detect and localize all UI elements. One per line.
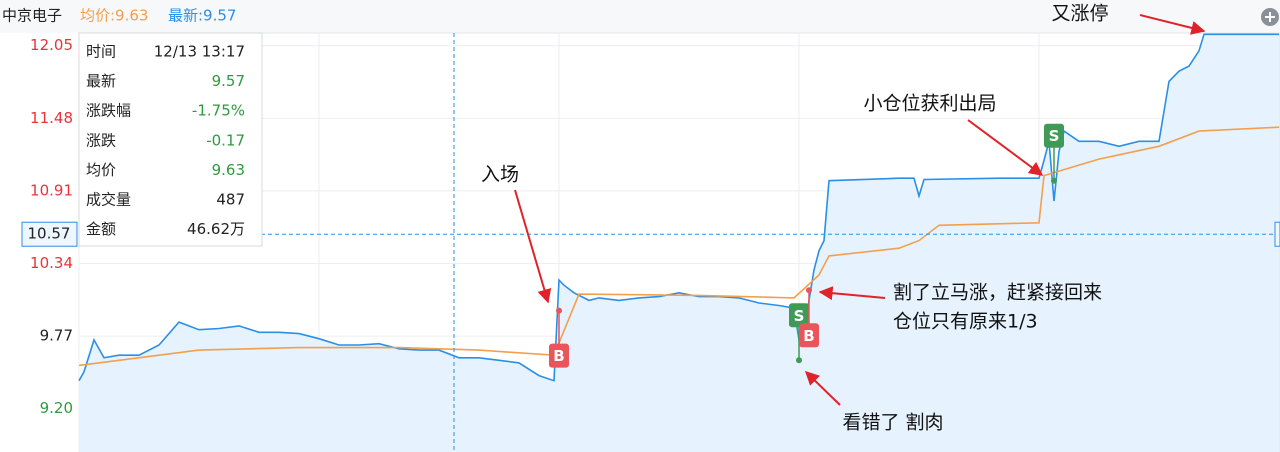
latest-price: 最新:9.57 (168, 7, 236, 25)
tooltip-key: 金额 (86, 220, 116, 238)
crosshair-label-box (21, 221, 78, 247)
tooltip-key: 涨跌 (86, 131, 116, 149)
tooltip-value: -0.17 (206, 131, 245, 149)
y-tick-label: 10.34 (30, 254, 73, 272)
annotation-arrow (818, 286, 886, 301)
annotation: 又涨停 (1051, 3, 1108, 25)
annotation-arrow (514, 189, 552, 304)
tooltip-value: -1.75% (192, 102, 245, 120)
trade-point (806, 287, 812, 294)
y-tick-label: 12.05 (30, 36, 73, 54)
tooltip-key: 成交量 (86, 191, 131, 209)
avg-price: 均价:9.63 (80, 7, 148, 25)
y-tick-label: 10.91 (30, 181, 73, 199)
y-tick-label: 9.77 (40, 327, 73, 345)
avg-line (78, 126, 1280, 367)
trade-label: S (1049, 127, 1060, 145)
trade-point (556, 307, 562, 314)
tooltip-key: 均价 (86, 161, 116, 179)
y-tick-label: 9.20 (40, 399, 73, 417)
trade-point (1051, 177, 1057, 184)
y-tick-label: 11.48 (30, 109, 73, 127)
tooltip-key: 涨跌幅 (86, 102, 131, 120)
tooltip-value: 9.63 (212, 161, 245, 179)
tooltip-box (78, 32, 263, 247)
trade-badge (799, 323, 819, 348)
annotation-arrow (1139, 14, 1206, 35)
tooltip-key: 时间 (86, 43, 116, 61)
tooltip-key: 最新 (86, 72, 116, 90)
annotation: 小仓位获利出局 (863, 93, 996, 115)
crosshair-right-tab (1274, 221, 1280, 247)
trade-label: S (794, 307, 805, 325)
annotation-arrow (804, 371, 841, 406)
trade-badge (549, 343, 569, 368)
annotation: 看错了 割肉 (842, 412, 943, 434)
stock-name: 中京电子 (2, 7, 62, 25)
trade-label: B (803, 327, 814, 345)
trade-badge (1044, 123, 1064, 148)
trade-label: B (553, 347, 564, 365)
zoom-icon (1265, 12, 1275, 22)
tooltip-value: 9.57 (212, 72, 245, 90)
annotation: 仓位只有原来1/3 (893, 311, 1038, 333)
crosshair-label: 10.57 (28, 225, 71, 243)
annotation: 割了立马涨，赶紧接回来 (893, 282, 1102, 304)
tooltip-value: 12/13 13:17 (154, 43, 245, 61)
tooltip-value: 487 (216, 191, 245, 209)
annotation: 入场 (481, 164, 519, 186)
annotation-arrow (967, 119, 1044, 176)
tooltip-value: 46.62万 (187, 220, 245, 238)
header-bar (0, 0, 1280, 33)
trade-point (796, 357, 802, 364)
trade-badge (789, 303, 809, 328)
